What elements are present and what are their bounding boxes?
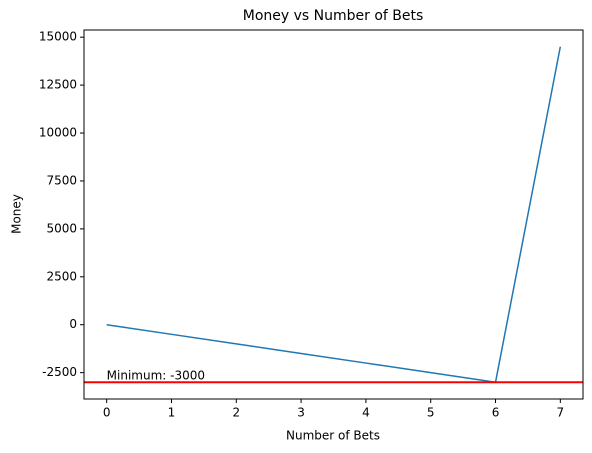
x-tick-label: 0 <box>103 406 111 420</box>
annotation: Minimum: -3000 <box>107 369 205 383</box>
y-tick-label: 15000 <box>39 30 77 44</box>
y-tick-label: 10000 <box>39 126 77 140</box>
chart-title: Money vs Number of Bets <box>243 8 424 24</box>
y-tick-label: 0 <box>69 317 77 331</box>
x-tick-label: 4 <box>362 406 370 420</box>
x-tick-label: 6 <box>492 406 500 420</box>
x-tick-label: 2 <box>232 406 240 420</box>
data-line <box>106 46 562 384</box>
y-tick-label: 7500 <box>46 173 77 187</box>
plot-frame <box>83 29 584 400</box>
y-axis-label: Money <box>10 194 24 234</box>
y-tick-label: 2500 <box>46 269 77 283</box>
x-tick-label: 7 <box>556 406 564 420</box>
x-tick-label: 5 <box>427 406 435 420</box>
x-tick-label: 3 <box>297 406 305 420</box>
y-tick-label: 5000 <box>46 221 77 235</box>
x-axis-label: Number of Bets <box>286 429 380 443</box>
y-tick-label: -2500 <box>42 365 77 379</box>
x-tick-label: 1 <box>168 406 176 420</box>
y-tick-label: 12500 <box>39 78 77 92</box>
